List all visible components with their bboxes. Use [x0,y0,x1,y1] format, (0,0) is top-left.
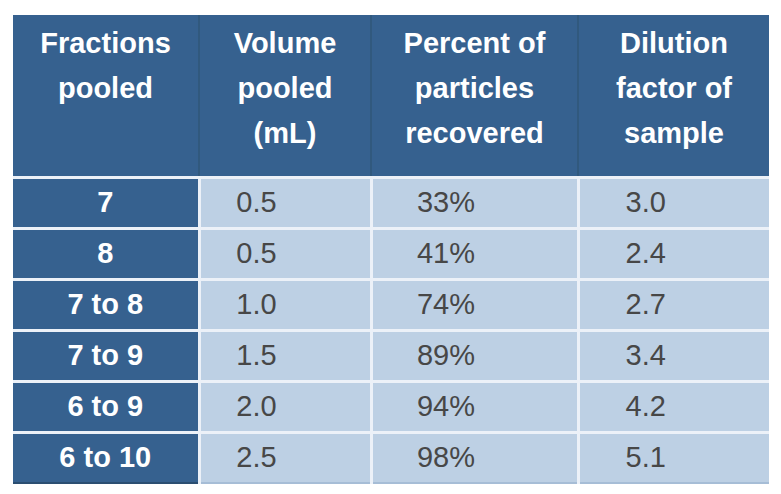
cell-percent-recovered: 41% [371,228,578,279]
cell-dilution-factor: 3.0 [578,177,769,228]
cell-percent-recovered: 74% [371,279,578,330]
table-row: 8 0.5 41% 2.4 [13,228,769,279]
cell-volume-pooled: 2.0 [199,381,371,432]
column-header-percent-recovered: Percent of particles recovered [371,15,578,177]
row-header-fractions: 7 to 8 [13,279,199,330]
cell-dilution-factor: 2.7 [578,279,769,330]
cell-percent-recovered: 33% [371,177,578,228]
cell-volume-pooled: 2.5 [199,432,371,483]
column-header-volume-pooled: Volume pooled (mL) [199,15,371,177]
cell-dilution-factor: 5.1 [578,432,769,483]
cell-volume-pooled: 1.0 [199,279,371,330]
fraction-pooling-table: Fractions pooled Volume pooled (mL) Perc… [13,15,769,484]
row-header-fractions: 6 to 10 [13,432,199,483]
cell-percent-recovered: 94% [371,381,578,432]
cell-dilution-factor: 2.4 [578,228,769,279]
table-row: 6 to 9 2.0 94% 4.2 [13,381,769,432]
row-header-fractions: 7 to 9 [13,330,199,381]
table-row: 7 to 9 1.5 89% 3.4 [13,330,769,381]
cell-dilution-factor: 4.2 [578,381,769,432]
cell-percent-recovered: 89% [371,330,578,381]
cell-volume-pooled: 1.5 [199,330,371,381]
cell-percent-recovered: 98% [371,432,578,483]
row-header-fractions: 8 [13,228,199,279]
table-row: 6 to 10 2.5 98% 5.1 [13,432,769,483]
header-row: Fractions pooled Volume pooled (mL) Perc… [13,15,769,177]
row-header-fractions: 7 [13,177,199,228]
column-header-dilution-factor: Dilution factor of sample [578,15,769,177]
table-row: 7 0.5 33% 3.0 [13,177,769,228]
cell-volume-pooled: 0.5 [199,177,371,228]
column-header-fractions-pooled: Fractions pooled [13,15,199,177]
table-row: 7 to 8 1.0 74% 2.7 [13,279,769,330]
row-header-fractions: 6 to 9 [13,381,199,432]
cell-volume-pooled: 0.5 [199,228,371,279]
cell-dilution-factor: 3.4 [578,330,769,381]
